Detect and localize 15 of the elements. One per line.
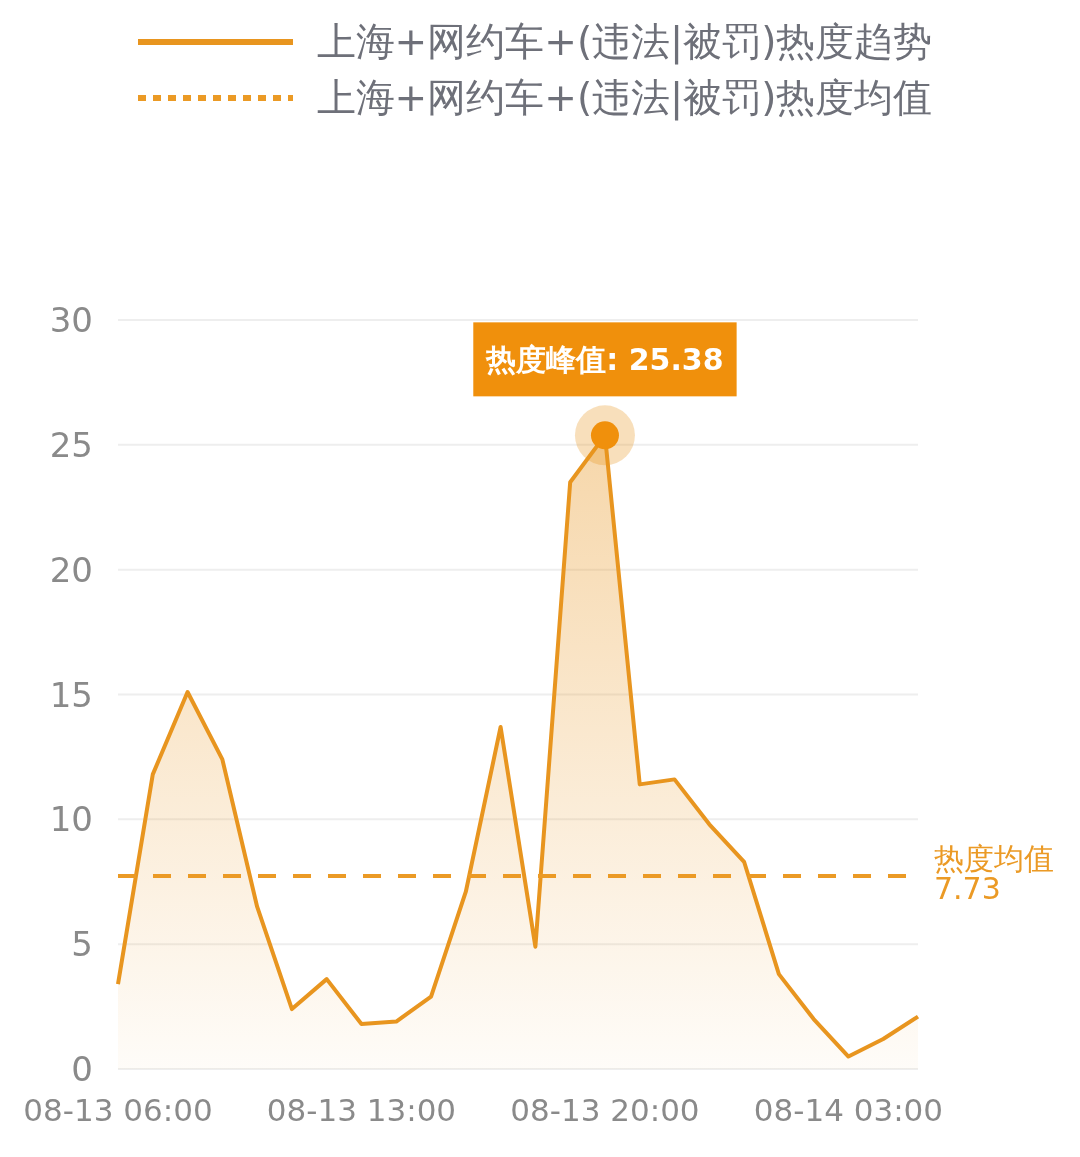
y-tick-label: 0 — [71, 1049, 93, 1089]
y-tick-label: 5 — [71, 924, 93, 965]
x-tick-label: 08-13 06:00 — [23, 1092, 213, 1128]
y-tick-label: 30 — [49, 300, 93, 340]
legend-label: 上海+网约车+(违法|被罚)热度趋势 — [316, 18, 933, 67]
y-tick-label: 15 — [49, 674, 93, 715]
y-tick-label: 25 — [49, 424, 93, 465]
annotation: 热度峰值: 25.38 — [486, 341, 724, 377]
value-label: 热度均值 7.73 — [934, 840, 1054, 906]
legend-label: 上海+网约车+(违法|被罚)热度均值 — [316, 74, 933, 123]
y-tick-label: 10 — [49, 799, 93, 840]
y-tick-label: 20 — [49, 549, 93, 590]
x-tick-label: 08-14 03:00 — [753, 1092, 944, 1128]
x-tick-label: 08-13 20:00 — [510, 1092, 700, 1128]
x-tick-label: 08-13 13:00 — [266, 1092, 457, 1128]
